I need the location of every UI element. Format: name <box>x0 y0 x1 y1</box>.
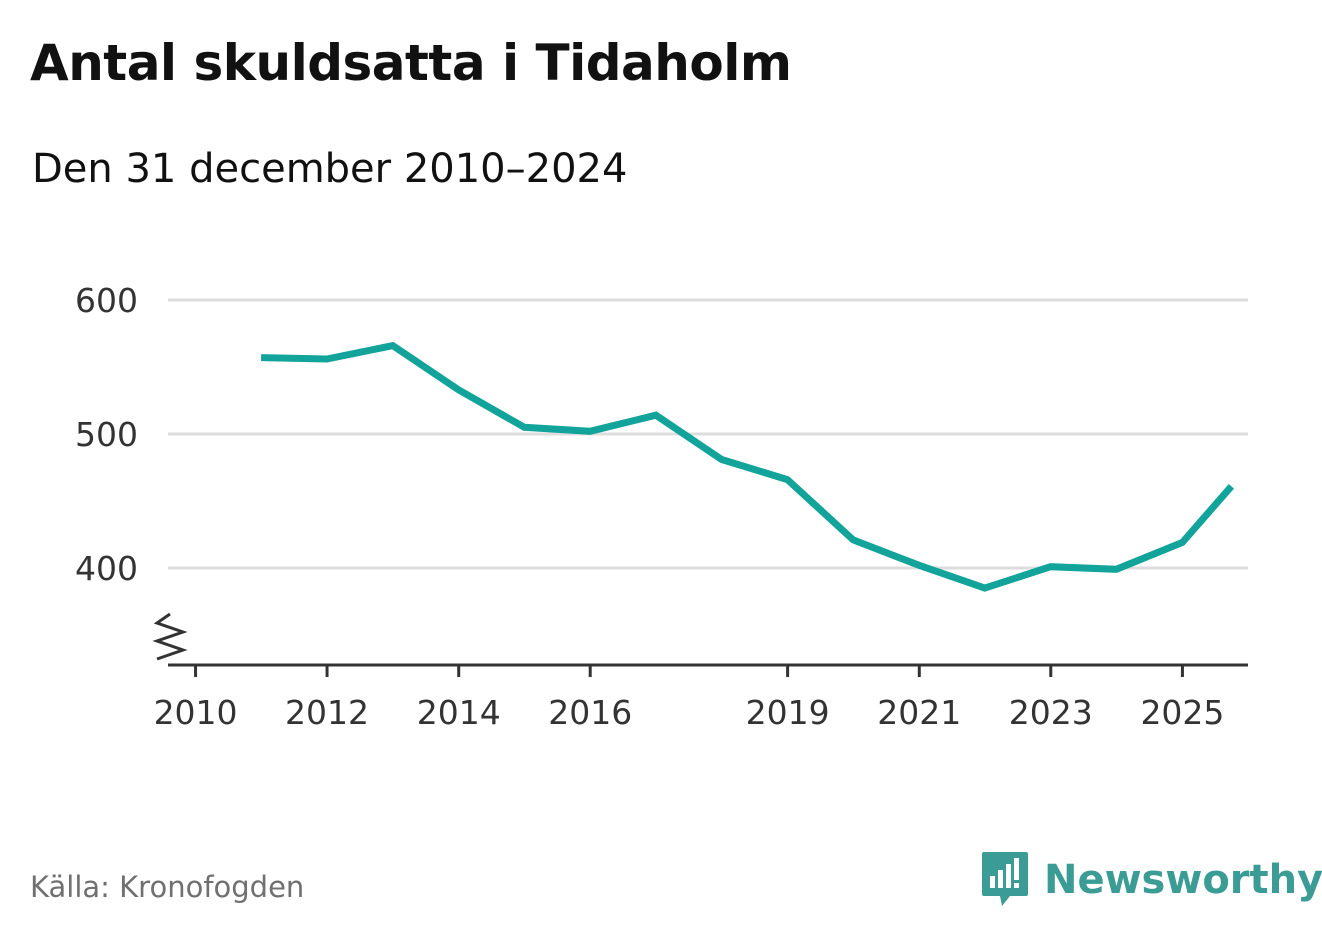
series-layer <box>261 341 1235 592</box>
x-tick-label: 2025 <box>1140 693 1224 732</box>
x-tick-label: 2016 <box>548 693 632 732</box>
axis-break-icon <box>152 612 188 661</box>
y-tick-labels: 400 500 600 <box>75 281 138 588</box>
grid-layer <box>168 298 1248 570</box>
series-line <box>261 341 1235 592</box>
x-tick-label: 2014 <box>417 693 501 732</box>
y-tick-label: 500 <box>75 415 138 454</box>
x-tick-label: 2019 <box>746 693 830 732</box>
x-tick-label: 2012 <box>285 693 369 732</box>
chart-title: Antal skuldsatta i Tidaholm <box>30 34 792 92</box>
brand-name: Newsworthy <box>1044 857 1322 903</box>
y-tick-label: 400 <box>75 549 138 588</box>
x-tick-label: 2010 <box>154 693 238 732</box>
brand-logo[interactable]: Newsworthy <box>980 850 1322 910</box>
x-tick-label: 2021 <box>877 693 961 732</box>
source-note: Källa: Kronofogden <box>30 870 305 904</box>
y-tick-label: 600 <box>75 281 138 320</box>
x-axis <box>152 612 1248 677</box>
chart-subtitle: Den 31 december 2010–2024 <box>32 146 628 192</box>
x-tick-labels: 2010 2012 2014 2016 2019 2021 2023 2025 <box>154 693 1225 732</box>
x-tick-label: 2023 <box>1009 693 1093 732</box>
newsworthy-logo-icon <box>982 852 1028 906</box>
